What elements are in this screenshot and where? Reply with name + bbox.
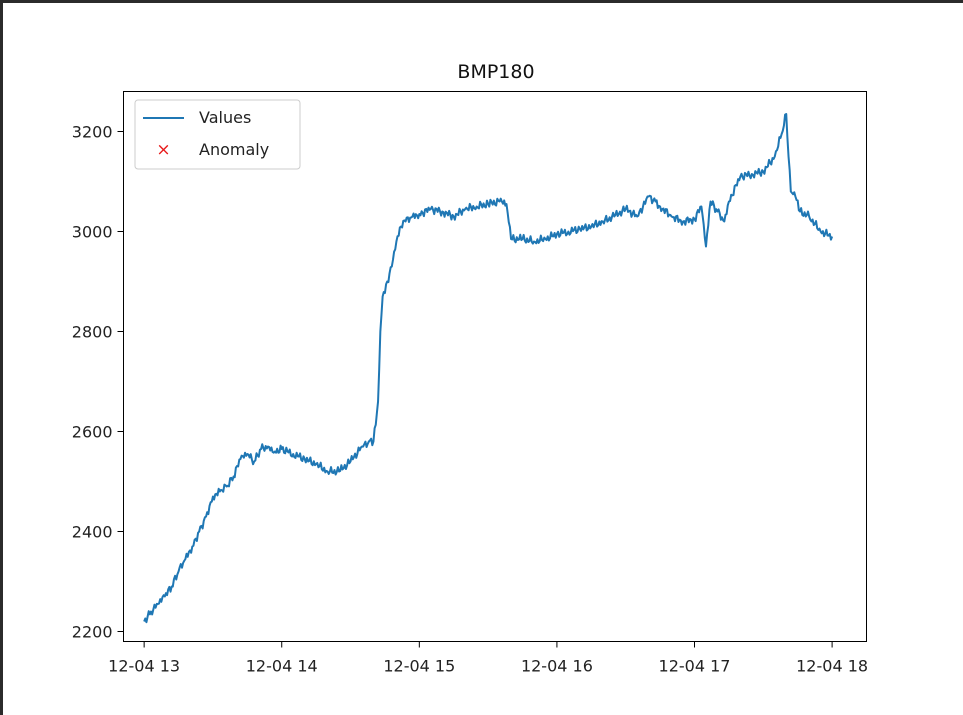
series-line-values [143, 113, 834, 624]
x-tick-label: 12-04 15 [383, 657, 455, 676]
series-layer [143, 113, 834, 624]
y-tick-label: 3200 [72, 123, 113, 142]
x-tick-label: 12-04 17 [659, 657, 731, 676]
x-tick-label: 12-04 13 [108, 657, 180, 676]
x-tick-label: 12-04 14 [246, 657, 318, 676]
legend-anomaly-label: Anomaly [199, 140, 269, 159]
x-tick-label: 12-04 16 [521, 657, 593, 676]
chart-title: BMP180 [457, 61, 534, 83]
y-axis: 2200 2400 2600 2800 3000 3200 [72, 123, 124, 642]
x-axis: 12-04 13 12-04 14 12-04 15 12-04 16 12-04 17… [108, 641, 868, 676]
y-tick-label: 2800 [72, 323, 113, 342]
x-tick-label: 12-04 18 [796, 657, 868, 676]
y-tick-label: 3000 [72, 223, 113, 242]
plot-area [123, 91, 867, 642]
legend-anomaly-marker: × [156, 140, 170, 160]
y-tick-label: 2600 [72, 423, 113, 442]
legend: Values × Anomaly [134, 99, 301, 170]
y-tick-label: 2200 [72, 623, 113, 642]
y-tick-label: 2400 [72, 523, 113, 542]
legend-values-label: Values [199, 108, 251, 127]
